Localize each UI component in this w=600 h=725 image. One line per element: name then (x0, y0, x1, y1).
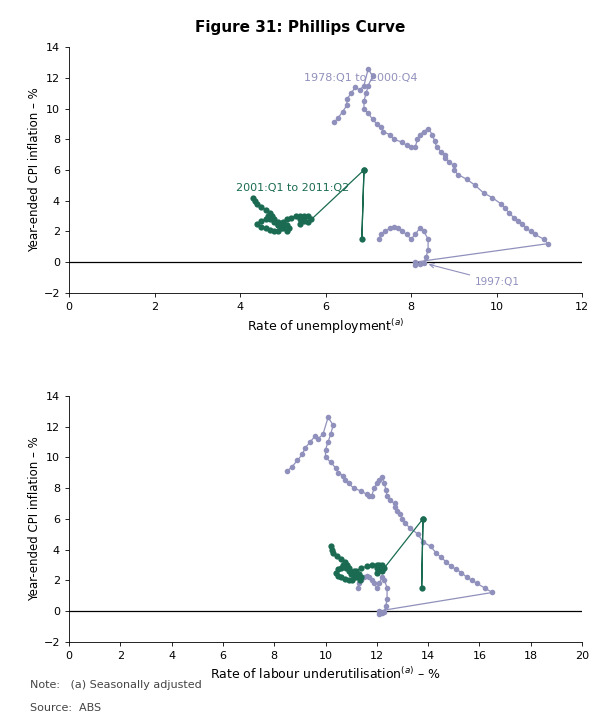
X-axis label: Rate of unemployment$^{(a)}$: Rate of unemployment$^{(a)}$ (247, 318, 404, 336)
Text: 1978:Q1 to 2000:Q4: 1978:Q1 to 2000:Q4 (304, 73, 418, 83)
Y-axis label: Year-ended CPI inflation – %: Year-ended CPI inflation – % (28, 436, 41, 601)
Y-axis label: Year-ended CPI inflation – %: Year-ended CPI inflation – % (28, 88, 41, 252)
Text: 1997:Q1: 1997:Q1 (430, 264, 520, 287)
Text: 2001:Q1 to 2011:Q2: 2001:Q1 to 2011:Q2 (236, 183, 349, 194)
Text: Source:  ABS: Source: ABS (30, 703, 101, 713)
Text: Note:   (a) Seasonally adjusted: Note: (a) Seasonally adjusted (30, 680, 202, 690)
X-axis label: Rate of labour underutilisation$^{(a)}$ – %: Rate of labour underutilisation$^{(a)}$ … (210, 666, 441, 682)
Text: Figure 31: Phillips Curve: Figure 31: Phillips Curve (195, 20, 405, 36)
